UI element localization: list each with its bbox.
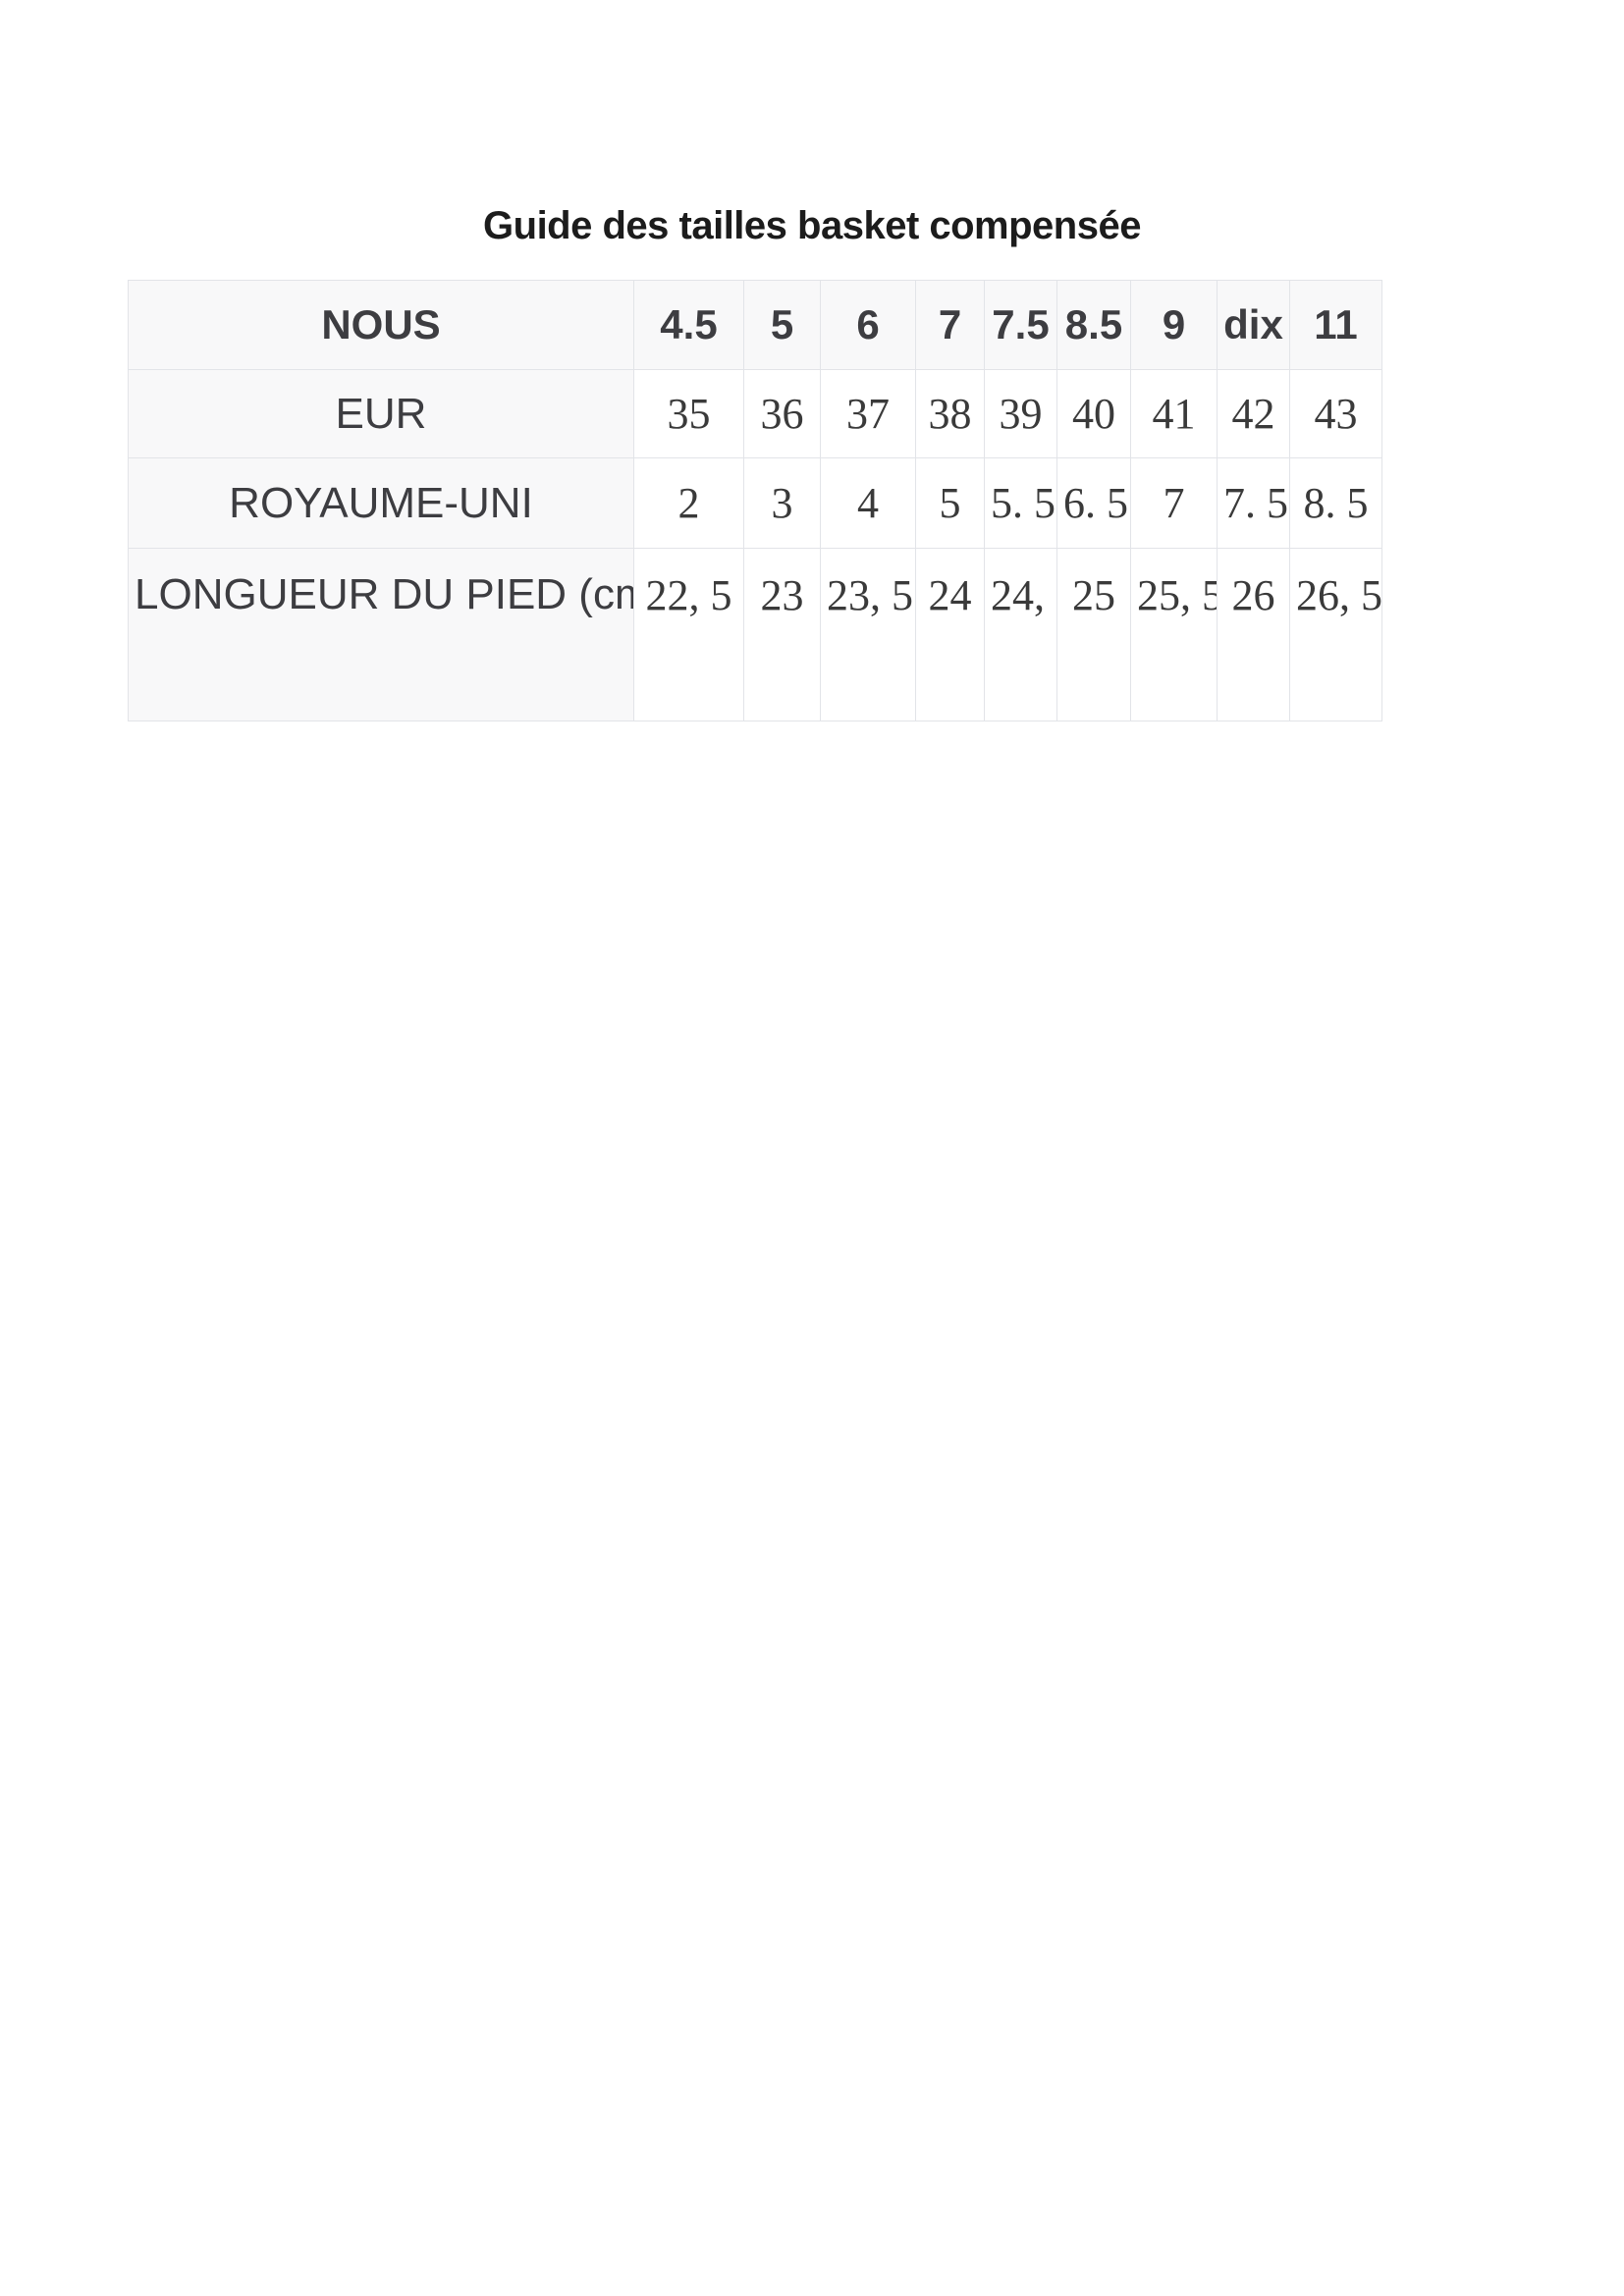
table-cell: 4: [820, 457, 916, 549]
table-cell: 39: [984, 369, 1057, 458]
table-cell: 6: [820, 280, 916, 370]
table-cell: 5. 5: [984, 457, 1057, 549]
table-cell: 24, 5: [984, 548, 1057, 721]
row-label-eur: EUR: [128, 369, 634, 458]
table-cell: 4.5: [633, 280, 744, 370]
table-cell: 6. 5: [1056, 457, 1131, 549]
table-cell: 26, 5: [1289, 548, 1382, 721]
table-cell: 7: [915, 280, 985, 370]
row-label-us: NOUS: [128, 280, 634, 370]
row-label-foot-length: LONGUEUR DU PIED (cm): [128, 548, 634, 721]
table-cell: dix: [1217, 280, 1290, 370]
table-cell: 11: [1289, 280, 1382, 370]
table-cell: 25, 5: [1130, 548, 1218, 721]
table-cell: 8.5: [1056, 280, 1131, 370]
table-cell: 41: [1130, 369, 1218, 458]
table-cell: 25: [1056, 548, 1131, 721]
row-label-uk: ROYAUME-UNI: [128, 457, 634, 549]
table-cell: 7.5: [984, 280, 1057, 370]
table-cell: 22, 5: [633, 548, 744, 721]
table-cell: 26: [1217, 548, 1290, 721]
table-cell: 9: [1130, 280, 1218, 370]
table-cell: 24: [915, 548, 985, 721]
table-cell: 23, 5: [820, 548, 916, 721]
table-cell: 5: [915, 457, 985, 549]
page-title: Guide des tailles basket compensée: [483, 204, 1141, 247]
table-cell: 8. 5: [1289, 457, 1382, 549]
table-cell: 37: [820, 369, 916, 458]
table-cell: 43: [1289, 369, 1382, 458]
table-row-foot-length: LONGUEUR DU PIED (cm) 22, 5 23 23, 5 24 …: [128, 548, 1382, 721]
table-cell: 42: [1217, 369, 1290, 458]
table-cell: 38: [915, 369, 985, 458]
table-cell: 5: [743, 280, 821, 370]
table-cell: 23: [743, 548, 821, 721]
size-guide-table: NOUS 4.5 5 6 7 7.5 8.5 9 dix 11 EUR 35 3…: [128, 280, 1382, 721]
table-cell: 7: [1130, 457, 1218, 549]
table-cell: 3: [743, 457, 821, 549]
table-cell: 36: [743, 369, 821, 458]
table-cell: 40: [1056, 369, 1131, 458]
table-cell: 35: [633, 369, 744, 458]
table-row-us: NOUS 4.5 5 6 7 7.5 8.5 9 dix 11: [128, 280, 1382, 370]
table-row-uk: ROYAUME-UNI 2 3 4 5 5. 5 6. 5 7 7. 5 8. …: [128, 457, 1382, 549]
table-row-eur: EUR 35 36 37 38 39 40 41 42 43: [128, 369, 1382, 458]
table-cell: 2: [633, 457, 744, 549]
table-cell: 7. 5: [1217, 457, 1290, 549]
